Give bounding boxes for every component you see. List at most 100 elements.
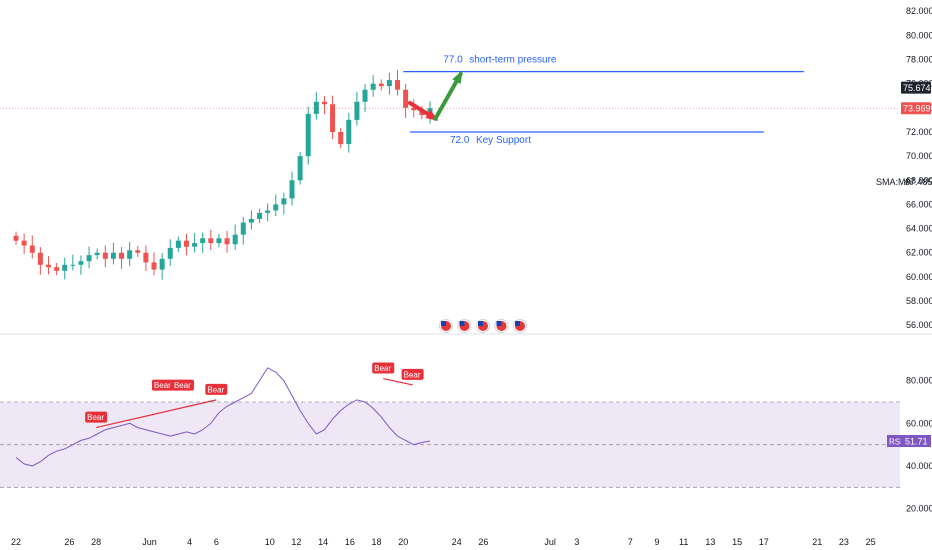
candle-body (86, 255, 92, 262)
bear-label-bg (205, 383, 228, 395)
time-tick-label: 18 (372, 537, 382, 547)
candle-body (13, 235, 19, 241)
candle-body (346, 119, 352, 145)
candle (70, 254, 76, 271)
candle-body (403, 89, 409, 108)
candle (232, 224, 238, 250)
candle-body (281, 198, 287, 205)
candle-body (216, 238, 222, 244)
us-flag-icon[interactable] (476, 319, 490, 333)
candle (370, 75, 376, 97)
bear-label-text: Bear (154, 381, 171, 390)
candle (37, 247, 43, 275)
candle (216, 234, 222, 248)
rsi-tick-label: 60.000 (906, 418, 932, 428)
candle-body (127, 250, 133, 259)
candle (338, 127, 344, 149)
time-tick-label: 12 (291, 537, 301, 547)
rsi-value-tag: RSI 51.71 (887, 435, 931, 448)
time-tick-label: 24 (452, 537, 462, 547)
candle (62, 257, 68, 280)
price-tick-label: 56.000 (906, 320, 932, 330)
candle-body (21, 240, 27, 246)
time-tick-label: 28 (91, 537, 101, 547)
candle (13, 231, 19, 245)
candle (159, 253, 165, 280)
candle-body (224, 238, 230, 245)
time-tick-label: 14 (318, 537, 328, 547)
time-tick-label: 9 (654, 537, 659, 547)
price-tag-bg (901, 81, 931, 94)
us-flag-icon[interactable] (494, 319, 509, 333)
candle-body (78, 261, 84, 265)
flag-canton (515, 321, 520, 326)
bear-label: Bear (401, 368, 424, 380)
sma-value: 67.485 (905, 177, 932, 187)
candle-body (313, 101, 319, 114)
candle (175, 236, 181, 253)
candle-body (29, 245, 35, 253)
candle-body (200, 238, 206, 244)
time-tick-label: 21 (812, 537, 822, 547)
time-tick-label: 7 (628, 537, 633, 547)
candle (224, 231, 230, 253)
flag-canton (459, 321, 465, 326)
candle-body (94, 252, 100, 256)
price-tick-label: 78.000 (906, 55, 932, 65)
time-tick-label: 17 (759, 537, 769, 547)
us-flag-icon[interactable] (457, 319, 472, 333)
rsi-tick-label: 40.000 (906, 461, 932, 471)
rsi-name: RSI (889, 438, 902, 447)
rsi-tick-label: 80.000 (906, 376, 932, 386)
candle (192, 233, 198, 253)
price-pane[interactable]: 82.00080.00078.00076.00074.00072.00070.0… (0, 6, 932, 333)
candle-body (248, 218, 254, 223)
us-flag-icon[interactable] (439, 319, 453, 333)
bear-label: Bear (372, 362, 395, 374)
us-flag-icon[interactable] (513, 319, 527, 333)
candle-body (257, 212, 263, 219)
candle (257, 208, 263, 224)
time-tick-label: 20 (398, 537, 408, 547)
candle (289, 171, 295, 206)
candle-body (151, 262, 157, 270)
candle-body (62, 264, 68, 271)
candle (395, 70, 401, 96)
rsi-value-bg (901, 435, 931, 448)
bear-label-bg (151, 379, 174, 391)
flag-canton (441, 321, 446, 326)
rsi-value: 51.71 (905, 437, 928, 447)
candle (240, 216, 246, 245)
reference-price-tag: 75.674 (901, 81, 931, 94)
time-tick-label: 25 (866, 537, 876, 547)
candle-body (159, 258, 165, 270)
price-tick-label: 68.000 (906, 175, 932, 185)
time-axis[interactable]: 22 26 28 Jun 4 6 10 12 14 16 18 20 24 26 Jul 3 7 9 11 13 15 1… (11, 537, 876, 547)
candle-body (305, 113, 311, 157)
candle (119, 247, 125, 269)
candle (281, 192, 287, 215)
candle-body (70, 264, 76, 266)
candle (29, 235, 35, 259)
candle (313, 91, 319, 120)
time-tick-label: Jun (142, 537, 157, 547)
candle (21, 233, 27, 255)
price-tick-label: 62.000 (906, 248, 932, 258)
candle (151, 252, 157, 276)
bear-label: Bear (85, 411, 108, 423)
candle (110, 242, 116, 265)
candle (273, 194, 279, 217)
price-axis-title: SMA:MA (876, 177, 912, 187)
candle (78, 255, 84, 275)
candle (411, 99, 417, 118)
bear-label: Bear (171, 379, 194, 391)
bear-label: Bear (151, 379, 174, 391)
candle (143, 245, 149, 271)
rsi-tick-label: 20.000 (906, 504, 932, 514)
bear-label-bg (401, 368, 424, 380)
candle-body (102, 252, 108, 259)
bear-label-text: Bear (404, 370, 421, 379)
candle (45, 256, 51, 275)
